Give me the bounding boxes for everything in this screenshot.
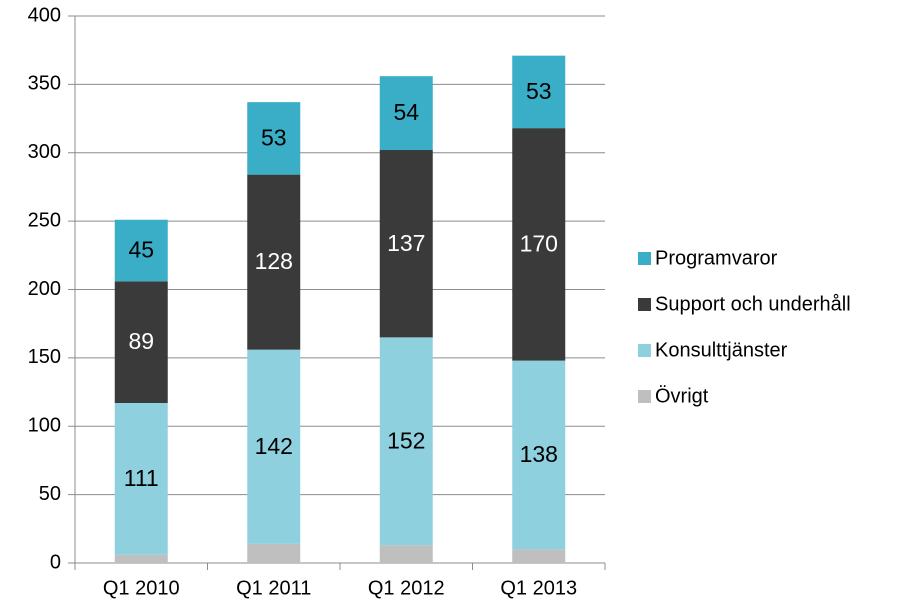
data-label: 152 [387,427,425,453]
data-label: 111 [124,465,159,491]
bar-segment [379,76,433,151]
legend-label: Support och underhåll [655,293,851,315]
y-tick-label: 100 [28,415,61,437]
data-label: 142 [255,433,293,459]
data-label: 128 [255,248,293,274]
legend-swatch [638,298,651,311]
data-label: 53 [526,78,552,104]
x-tick-label: Q1 2010 [103,577,180,599]
bar-segment [247,349,301,544]
legend-label: Programvaror [655,247,778,269]
bar-segment [247,174,301,350]
bar-segment [379,150,433,338]
bar-segment [379,545,433,563]
legend-swatch [638,390,651,403]
legend-label: Konsulttjänster [655,339,788,361]
data-label: 138 [520,441,558,467]
x-tick-label: Q1 2012 [368,577,445,599]
bar-segment [512,549,566,563]
bar-segment [247,543,301,563]
bar-segment [512,55,566,129]
data-label: 53 [261,124,287,150]
y-tick-label: 50 [39,483,61,505]
legend-swatch [638,252,651,265]
y-tick-label: 400 [28,4,61,26]
y-tick-label: 250 [28,209,61,231]
legend-label: Övrigt [655,385,709,407]
bar-segment [512,128,566,361]
bar-segment [379,337,433,546]
data-label: 170 [520,230,558,256]
bar-segment [114,281,168,404]
data-label: 89 [128,328,154,354]
y-tick-label: 350 [28,73,61,95]
bar-segment [247,102,301,175]
x-tick-label: Q1 2013 [500,577,577,599]
y-tick-label: 200 [28,278,61,300]
y-tick-label: 300 [28,141,61,163]
legend-swatch [638,344,651,357]
data-label: 137 [387,230,425,256]
x-tick-label: Q1 2011 [236,577,311,599]
bar-segment [114,219,168,282]
bar-segment [114,403,168,555]
y-tick-label: 150 [28,346,61,368]
y-tick-label: 0 [50,551,61,573]
data-label: 54 [393,99,419,125]
data-label: 45 [128,237,154,263]
bar-segment [512,360,566,550]
bar-segment [114,554,168,563]
